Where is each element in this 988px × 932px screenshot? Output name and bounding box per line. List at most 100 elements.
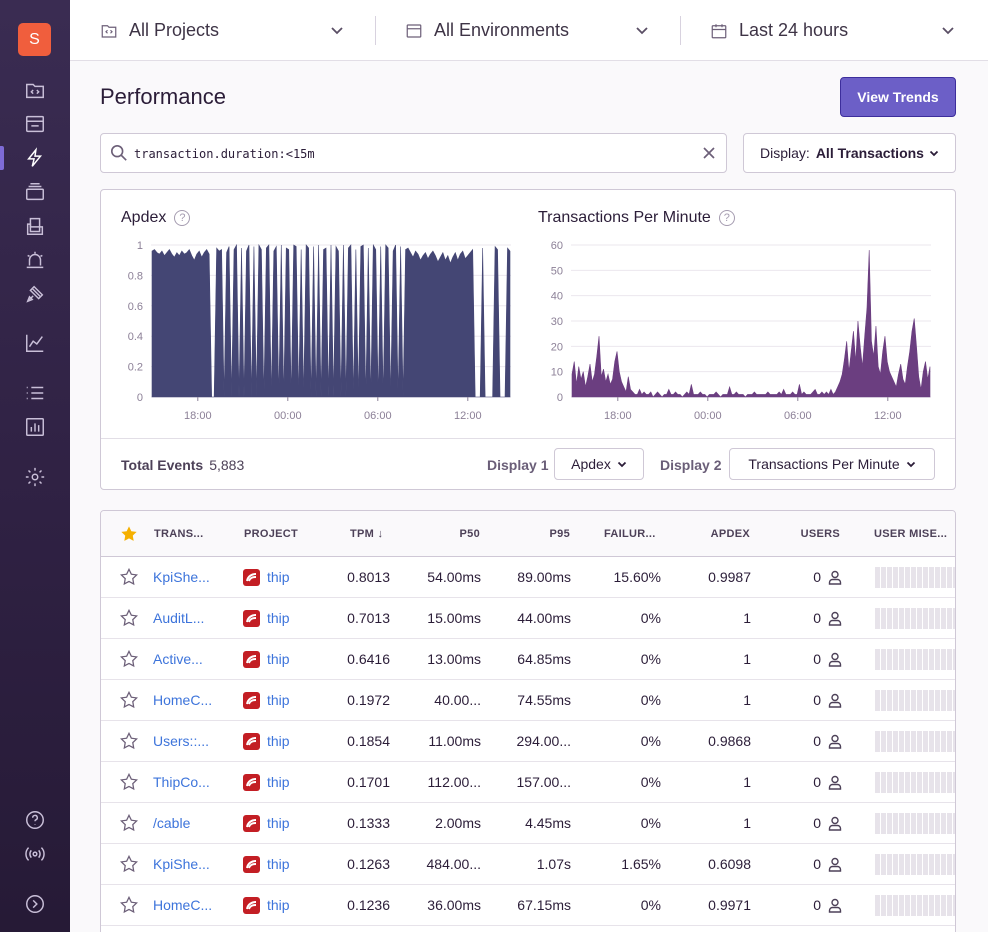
misery-bar: [887, 649, 892, 670]
transaction-link[interactable]: HomeC...: [153, 897, 213, 913]
star-icon[interactable]: [120, 650, 138, 668]
misery-bar: [899, 690, 904, 711]
misery-bar: [881, 649, 886, 670]
discover-icon[interactable]: [23, 282, 47, 306]
transaction-link[interactable]: ThipCo...: [153, 774, 210, 790]
p50-value: 54.00ms: [427, 569, 481, 585]
table-row[interactable]: KpiShe... thip 0.8013 54.00ms 89.00ms 15.60% 0…: [101, 557, 955, 598]
releases-icon[interactable]: [23, 180, 47, 204]
apdex-chart-title: Apdex ?: [121, 209, 191, 227]
table-row[interactable]: ThipCo... thip 0.1701 112.00... 157.00... 0% 1…: [101, 762, 955, 803]
y-tick-label: 1: [137, 240, 143, 252]
project-link[interactable]: thip: [267, 733, 290, 749]
view-trends-button[interactable]: View Trends: [840, 77, 956, 117]
project-link[interactable]: thip: [267, 856, 290, 872]
star-icon[interactable]: [120, 568, 138, 586]
x-tick-label: 18:00: [184, 410, 212, 422]
settings-icon[interactable]: [23, 465, 47, 489]
col-user-misery[interactable]: USER MISE...: [874, 528, 948, 540]
transaction-link[interactable]: Users::...: [153, 733, 210, 749]
user-feedback-icon[interactable]: [23, 214, 47, 238]
table-row[interactable]: KpiShe... thip 0.1263 484.00... 1.07s 1.65% 0.…: [101, 844, 955, 885]
project-link[interactable]: thip: [267, 815, 290, 831]
col-users[interactable]: USERS: [800, 528, 840, 540]
apdex-value: 1: [743, 610, 751, 626]
misery-bar: [875, 690, 880, 711]
help-icon[interactable]: [23, 808, 47, 832]
transaction-link[interactable]: AuditL...: [153, 610, 205, 626]
transaction-link[interactable]: KpiShe...: [153, 856, 210, 872]
misery-bar: [911, 649, 916, 670]
dashboards-icon[interactable]: [23, 415, 47, 439]
stats-icon[interactable]: [23, 331, 47, 355]
transaction-link[interactable]: HomeC...: [153, 692, 213, 708]
table-row[interactable]: /cable thip 0.1333 2.00ms 4.45ms 0% 1 0: [101, 803, 955, 844]
clear-search-icon[interactable]: [702, 146, 716, 160]
star-icon[interactable]: [120, 773, 138, 791]
table-row[interactable]: HomeC... thip 0.1236 36.00ms 67.15ms 0% 0.9971…: [101, 885, 955, 926]
star-icon[interactable]: [120, 691, 138, 709]
time-range-label: Last 24 hours: [739, 20, 849, 40]
time-range-selector[interactable]: Last 24 hours: [710, 0, 956, 61]
display-dropdown[interactable]: Display: All Transactions: [743, 133, 956, 173]
x-tick-label: 18:00: [604, 410, 632, 422]
misery-bar: [923, 731, 928, 752]
table-row[interactable]: Active... thip 0.6416 13.00ms 64.85ms 0% 1 0: [101, 639, 955, 680]
project-link[interactable]: thip: [267, 692, 290, 708]
transaction-link[interactable]: /cable: [153, 815, 191, 831]
issues-icon[interactable]: [23, 112, 47, 136]
display2-dropdown[interactable]: Transactions Per Minute: [729, 448, 935, 480]
activity-icon[interactable]: [23, 381, 47, 405]
star-icon[interactable]: [120, 896, 138, 914]
broadcast-icon[interactable]: [23, 842, 47, 866]
y-tick-label: 0.4: [128, 331, 143, 343]
search-query[interactable]: transaction.duration:<15m: [134, 147, 315, 161]
projects-icon[interactable]: [23, 78, 47, 102]
col-p95[interactable]: P95: [549, 528, 570, 540]
star-icon[interactable]: [120, 814, 138, 832]
user-misery-bar: [875, 690, 955, 711]
misery-bar: [905, 649, 910, 670]
misery-bar: [881, 854, 886, 875]
col-failure[interactable]: FAILUR...: [604, 528, 656, 540]
col-transaction[interactable]: TRANS...: [154, 528, 204, 540]
collapse-icon[interactable]: [23, 892, 47, 916]
question-icon[interactable]: ?: [718, 210, 735, 226]
misery-bar: [887, 608, 892, 629]
star-icon[interactable]: [120, 732, 138, 750]
p50-value: 112.00...: [427, 774, 481, 790]
project-link[interactable]: thip: [267, 651, 290, 667]
misery-bar: [911, 772, 916, 793]
star-filled-icon[interactable]: [120, 525, 138, 543]
project-link[interactable]: thip: [267, 569, 290, 585]
project-link[interactable]: thip: [267, 897, 290, 913]
project-avatar-icon: [243, 733, 260, 750]
display1-dropdown[interactable]: Apdex: [554, 448, 644, 480]
project-link[interactable]: thip: [267, 610, 290, 626]
performance-icon[interactable]: [23, 146, 47, 170]
question-icon[interactable]: ?: [174, 210, 191, 226]
tpm-value: 0.1701: [347, 774, 390, 790]
apdex-chart[interactable]: 0 0.2 0.4 0.6 0.8 1 18:00 00:00 06:00 12:00: [111, 235, 521, 430]
misery-bar: [875, 649, 880, 670]
table-row[interactable]: Users::... thip 0.1854 11.00ms 294.00... 0% 0.…: [101, 721, 955, 762]
col-project[interactable]: PROJECT: [244, 528, 299, 540]
search-bar[interactable]: transaction.duration:<15m: [100, 133, 727, 173]
transaction-link[interactable]: Active...: [153, 651, 203, 667]
project-link[interactable]: thip: [267, 774, 290, 790]
org-avatar[interactable]: S: [18, 23, 51, 56]
star-icon[interactable]: [120, 609, 138, 627]
alerts-icon[interactable]: [23, 248, 47, 272]
table-row[interactable]: HomeC... thip 0.1972 40.00... 74.55ms 0% 1 0: [101, 680, 955, 721]
col-tpm[interactable]: TPM ↓: [350, 528, 383, 540]
misery-bar: [923, 567, 928, 588]
col-apdex[interactable]: APDEX: [710, 528, 750, 540]
tpm-chart[interactable]: 0 10 20 30 40 50 60 18:00 00:00 06:00 12:00: [531, 235, 941, 430]
table-row[interactable]: AuditL... thip 0.7013 15.00ms 44.00ms 0% 1 0: [101, 598, 955, 639]
y-tick-label: 20: [551, 341, 563, 353]
transaction-link[interactable]: KpiShe...: [153, 569, 210, 585]
project-selector[interactable]: All Projects: [100, 0, 345, 61]
star-icon[interactable]: [120, 855, 138, 873]
col-p50[interactable]: P50: [459, 528, 480, 540]
environment-selector[interactable]: All Environments: [405, 0, 650, 61]
